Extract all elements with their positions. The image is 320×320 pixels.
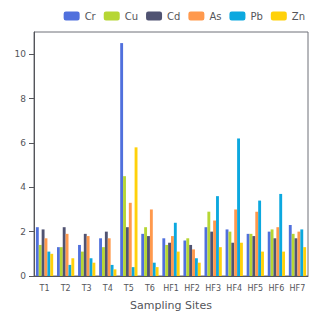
svg-text:T6: T6: [144, 284, 155, 293]
svg-text:2: 2: [20, 227, 26, 237]
svg-text:HF5: HF5: [247, 284, 263, 293]
svg-text:Pb: Pb: [250, 11, 262, 22]
svg-text:HF6: HF6: [269, 284, 285, 293]
svg-text:0: 0: [20, 271, 26, 281]
svg-text:6: 6: [20, 138, 26, 148]
svg-text:T4: T4: [102, 284, 113, 293]
svg-text:Cu: Cu: [125, 11, 138, 22]
svg-text:Cr: Cr: [85, 11, 97, 22]
svg-text:Cd: Cd: [167, 11, 180, 22]
svg-text:T3: T3: [81, 284, 92, 293]
svg-text:Zn: Zn: [292, 11, 305, 22]
svg-text:HF3: HF3: [205, 284, 221, 293]
svg-text:HF7: HF7: [290, 284, 306, 293]
svg-text:T2: T2: [60, 284, 71, 293]
svg-text:HF2: HF2: [184, 284, 200, 293]
svg-text:HF1: HF1: [163, 284, 179, 293]
svg-text:8: 8: [20, 94, 26, 104]
svg-text:4: 4: [20, 182, 26, 192]
svg-text:T5: T5: [123, 284, 134, 293]
svg-text:HF4: HF4: [226, 284, 242, 293]
svg-text:T1: T1: [39, 284, 50, 293]
svg-text:As: As: [209, 11, 221, 22]
svg-text:10: 10: [15, 49, 27, 59]
svg-text:Sampling Sites: Sampling Sites: [130, 299, 212, 312]
